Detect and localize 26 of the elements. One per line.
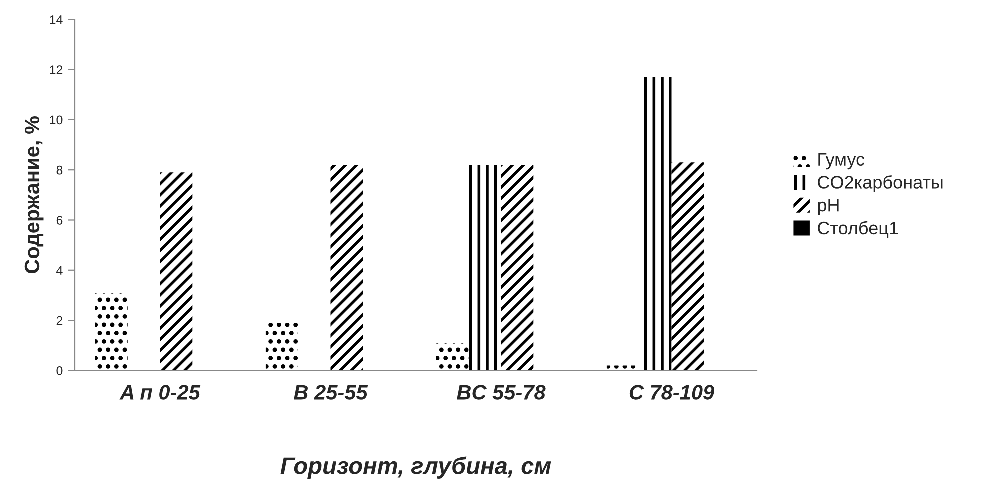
bar [501, 165, 534, 371]
bar [606, 366, 640, 371]
legend-label: Столбец1 [818, 221, 898, 238]
bar [266, 323, 298, 371]
y-tick-label: 4 [56, 266, 63, 275]
bar [672, 162, 704, 371]
y-tick-label: 14 [50, 16, 63, 24]
bar [160, 172, 193, 371]
y-tick-label: 0 [56, 366, 63, 376]
y-axis-title: Содержание, % [24, 116, 44, 274]
x-tick-label: A п 0-25 [120, 385, 201, 400]
x-tick-label: B 25-55 [294, 385, 368, 400]
x-axis-title: Горизонт, глубина, см [280, 456, 552, 480]
bar [330, 165, 364, 371]
legend-label: Гумус [818, 153, 865, 170]
y-tick-label: 12 [50, 66, 63, 74]
x-tick-label: C 78-109 [630, 385, 715, 400]
y-tick-label: 8 [56, 166, 63, 175]
y-tick-label: 2 [56, 316, 63, 326]
y-tick-label: 6 [56, 216, 63, 225]
y-tick-label: 10 [50, 116, 63, 125]
legend-label: pH [818, 199, 839, 216]
bar [436, 343, 469, 371]
legend-label: CO2карбонаты [818, 175, 943, 192]
bar [95, 292, 128, 371]
x-tick-label: BC 55-78 [457, 385, 546, 400]
